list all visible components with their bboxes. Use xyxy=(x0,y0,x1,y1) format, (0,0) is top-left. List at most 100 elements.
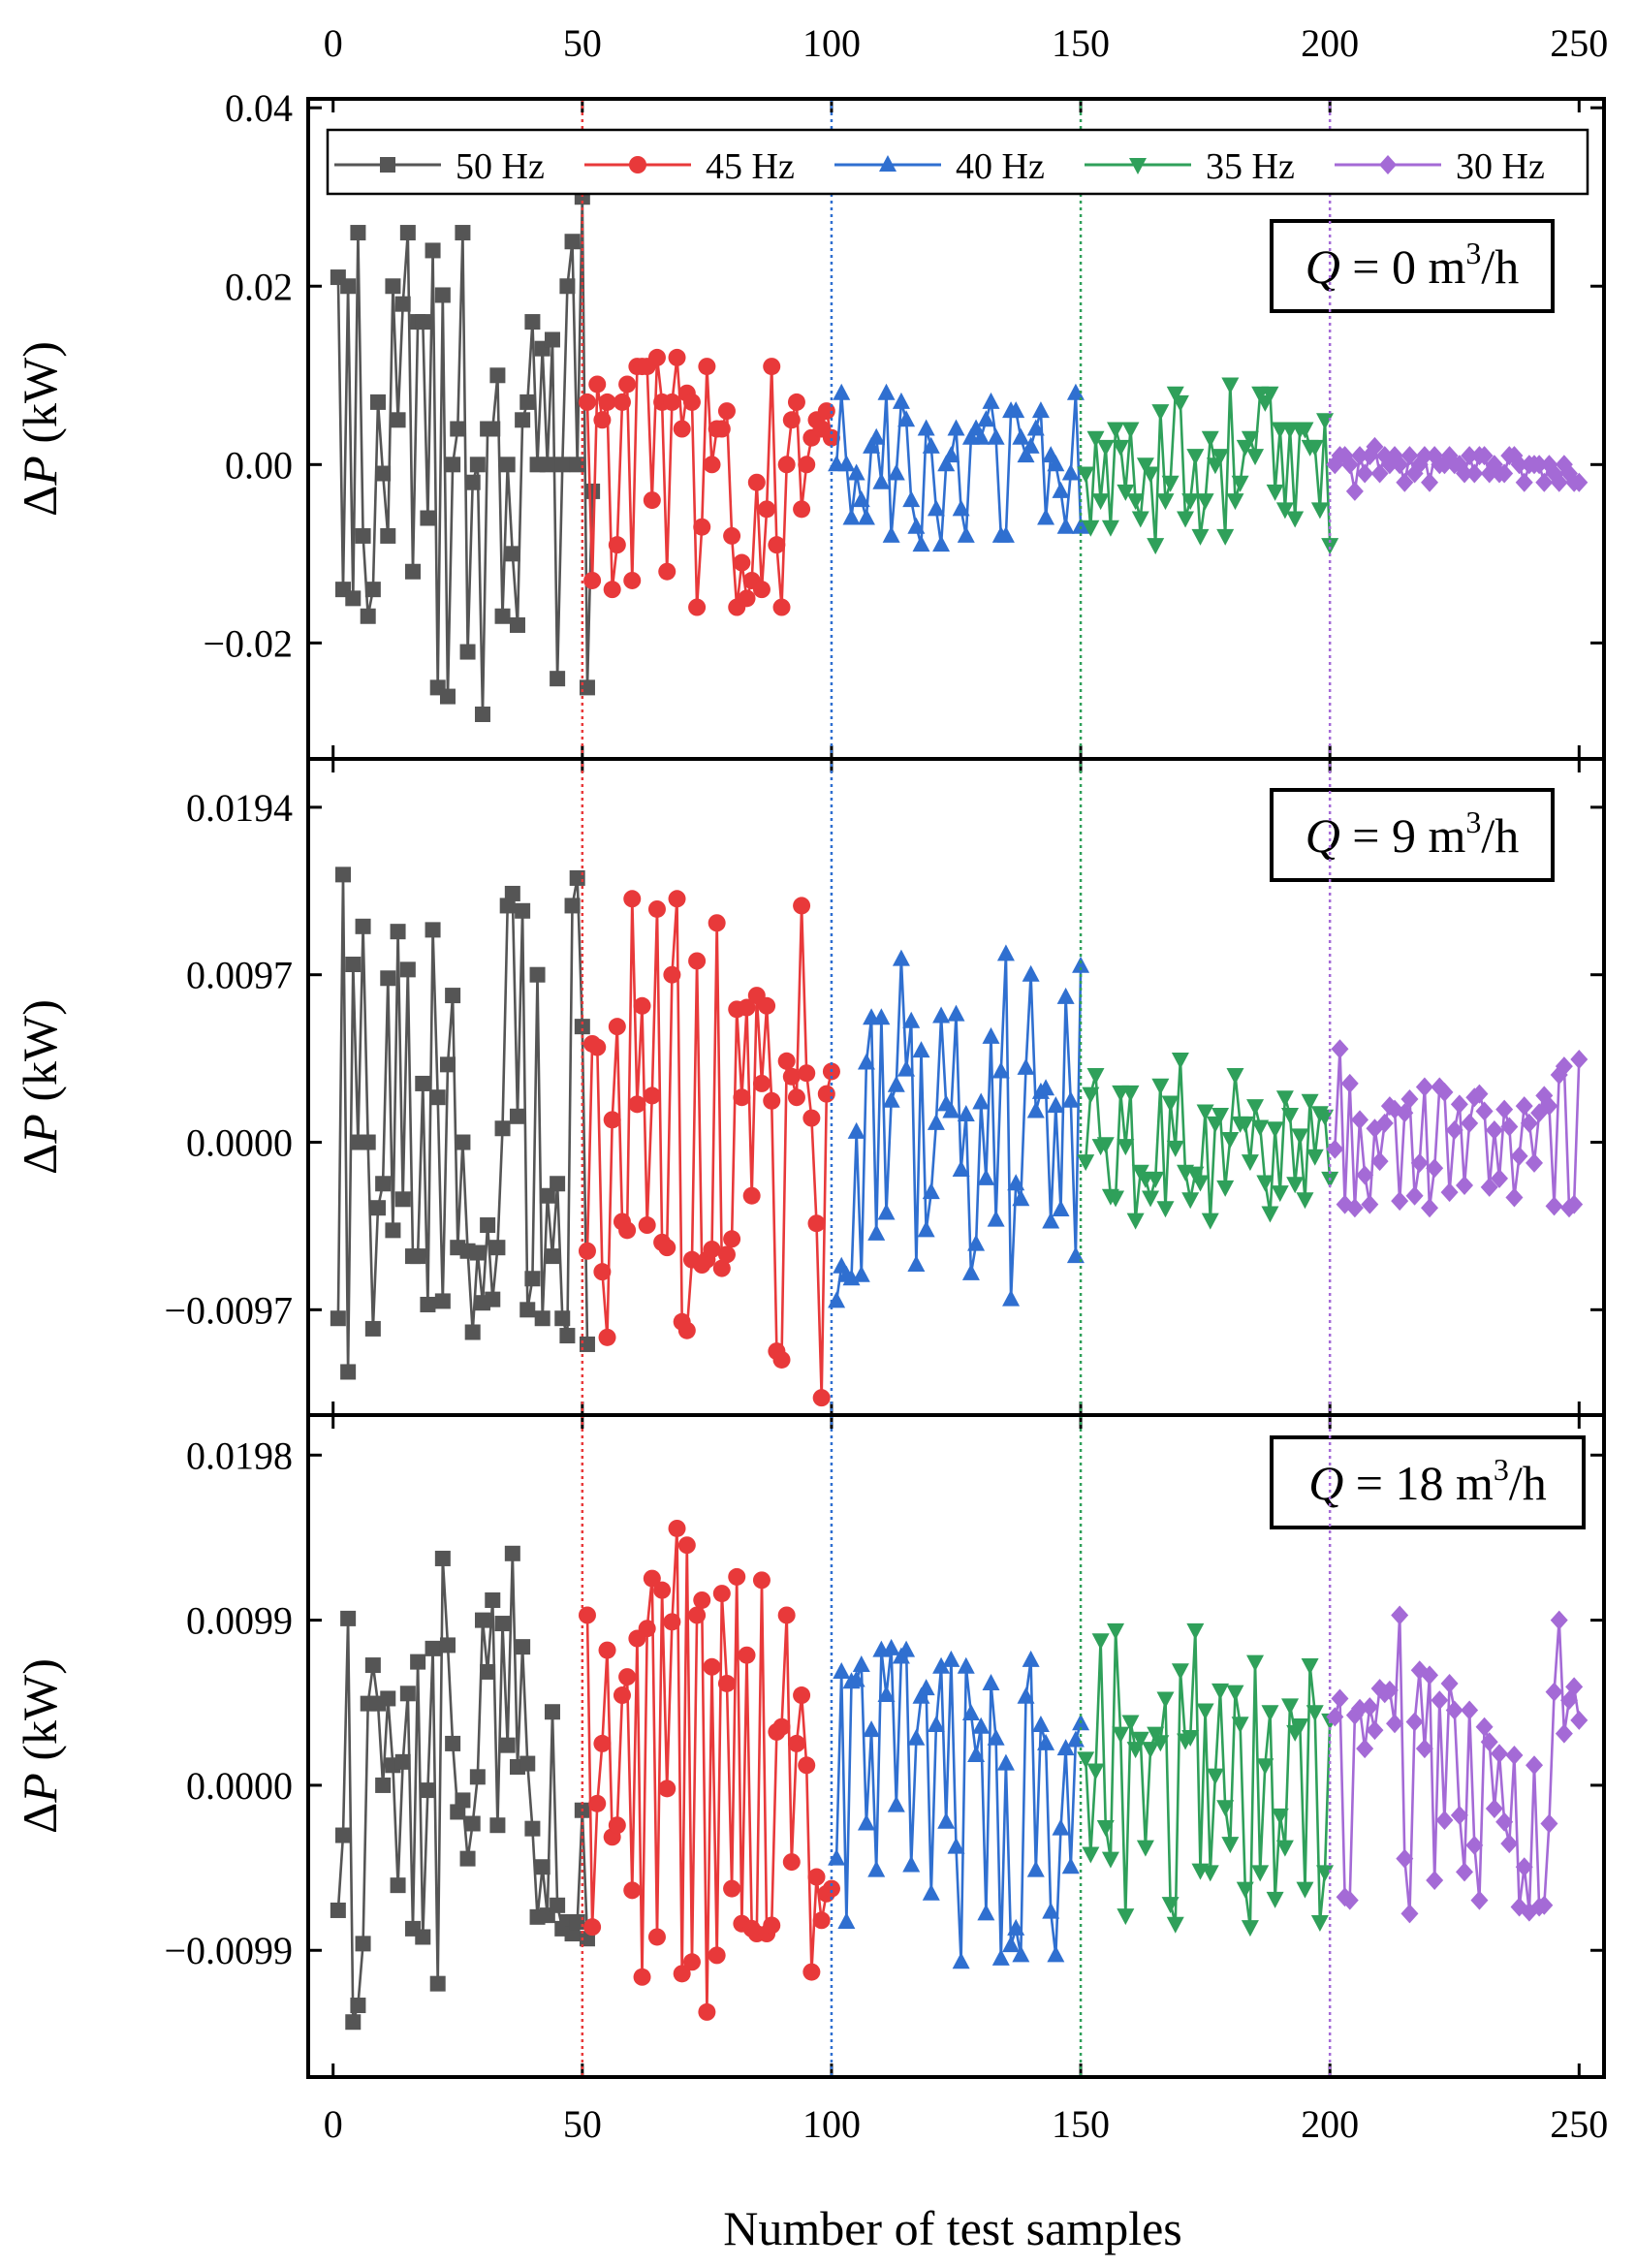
data-point xyxy=(1435,1811,1454,1831)
data-point xyxy=(1126,493,1145,511)
data-point xyxy=(942,1650,960,1667)
data-point xyxy=(350,1998,366,2014)
data-point xyxy=(1386,1714,1404,1734)
data-point xyxy=(772,598,791,616)
data-point xyxy=(1281,1698,1300,1716)
data-point xyxy=(708,914,726,932)
data-point xyxy=(738,1646,756,1664)
data-point xyxy=(1356,463,1374,484)
data-point xyxy=(1340,1073,1359,1093)
series-line xyxy=(585,897,834,1400)
data-point xyxy=(415,1929,431,1945)
data-point xyxy=(1495,1811,1514,1832)
data-point xyxy=(524,1271,541,1287)
data-point xyxy=(957,525,975,543)
data-point xyxy=(485,1591,501,1608)
data-point xyxy=(434,1550,451,1566)
y-axis-label: ΔP (kW) xyxy=(13,341,67,517)
panel-3: −0.0099 0.0000 0.0099 0.0198 ΔP (kW) Q = 18 m… xyxy=(13,1415,1604,2077)
data-point xyxy=(1251,1119,1270,1137)
data-point xyxy=(1112,439,1130,457)
data-point xyxy=(782,411,801,429)
data-point xyxy=(1017,446,1035,463)
data-point xyxy=(628,1095,646,1114)
data-point xyxy=(738,589,756,608)
data-point xyxy=(608,1018,626,1036)
data-point xyxy=(1047,1945,1065,1963)
data-point xyxy=(787,1088,805,1107)
data-point xyxy=(1380,1680,1399,1700)
data-point xyxy=(1275,1090,1294,1108)
data-point xyxy=(410,1654,426,1670)
data-point xyxy=(1426,1158,1444,1179)
data-point xyxy=(618,1221,637,1240)
data-point xyxy=(1181,493,1200,511)
data-point xyxy=(1351,1110,1369,1130)
data-point xyxy=(1047,1096,1065,1114)
data-point xyxy=(1007,1174,1025,1191)
data-point xyxy=(1171,1052,1189,1069)
data-point xyxy=(390,924,406,940)
data-point xyxy=(1480,1177,1498,1197)
data-point xyxy=(515,902,531,919)
data-point xyxy=(777,1606,796,1624)
data-point xyxy=(550,1176,566,1192)
data-point xyxy=(1415,1077,1433,1097)
data-point xyxy=(485,1291,501,1307)
data-point xyxy=(623,571,642,589)
data-point xyxy=(1405,1185,1424,1206)
data-point xyxy=(1031,401,1050,419)
data-point xyxy=(897,1059,916,1077)
data-point xyxy=(499,1737,516,1753)
data-point xyxy=(1082,520,1100,537)
data-point xyxy=(1181,1192,1200,1210)
data-point xyxy=(608,1816,626,1835)
data-point xyxy=(345,957,362,973)
data-point xyxy=(1052,1818,1070,1836)
data-point xyxy=(1147,1726,1165,1744)
data-point xyxy=(529,966,546,983)
data-point xyxy=(1121,1085,1140,1102)
data-point xyxy=(534,1310,551,1327)
data-point xyxy=(579,679,595,696)
data-point xyxy=(1570,1710,1589,1730)
data-point xyxy=(1491,1744,1509,1764)
x-tick-label-top: 50 xyxy=(563,21,602,65)
data-point xyxy=(817,1085,835,1103)
data-point xyxy=(688,952,707,970)
data-point xyxy=(420,510,436,526)
x-tick-label-top: 200 xyxy=(1301,21,1359,65)
data-point xyxy=(793,897,811,915)
data-point xyxy=(1147,1171,1165,1188)
data-point xyxy=(882,1090,900,1108)
data-point xyxy=(380,527,396,544)
data-point xyxy=(1221,377,1240,394)
data-point xyxy=(593,1734,612,1752)
data-point xyxy=(1500,1834,1519,1854)
data-point xyxy=(917,419,935,436)
data-point xyxy=(350,225,366,241)
data-point xyxy=(583,1918,602,1937)
data-point xyxy=(1131,511,1149,528)
data-point xyxy=(603,581,621,599)
data-point xyxy=(334,866,351,883)
data-point xyxy=(863,1720,881,1738)
q-label-text: Q = 9 m3/h xyxy=(1306,804,1520,863)
data-point xyxy=(1515,1857,1533,1877)
q-label-box xyxy=(1270,788,1555,882)
q-label-text: Q = 0 m3/h xyxy=(1306,236,1520,294)
data-point xyxy=(1082,1846,1100,1864)
data-point xyxy=(758,500,776,519)
data-point xyxy=(613,393,631,411)
data-point xyxy=(1340,1890,1359,1910)
data-point xyxy=(1505,1745,1524,1765)
data-point xyxy=(1136,1840,1154,1857)
data-point xyxy=(480,1663,496,1680)
data-point xyxy=(828,1848,846,1866)
series-40-hz xyxy=(828,1638,1090,1969)
data-point xyxy=(872,472,891,489)
q-label: Q = 18 m3/h xyxy=(1270,1435,1586,1529)
data-point xyxy=(1540,1096,1558,1117)
data-point xyxy=(618,1668,637,1686)
data-point xyxy=(922,1883,940,1901)
